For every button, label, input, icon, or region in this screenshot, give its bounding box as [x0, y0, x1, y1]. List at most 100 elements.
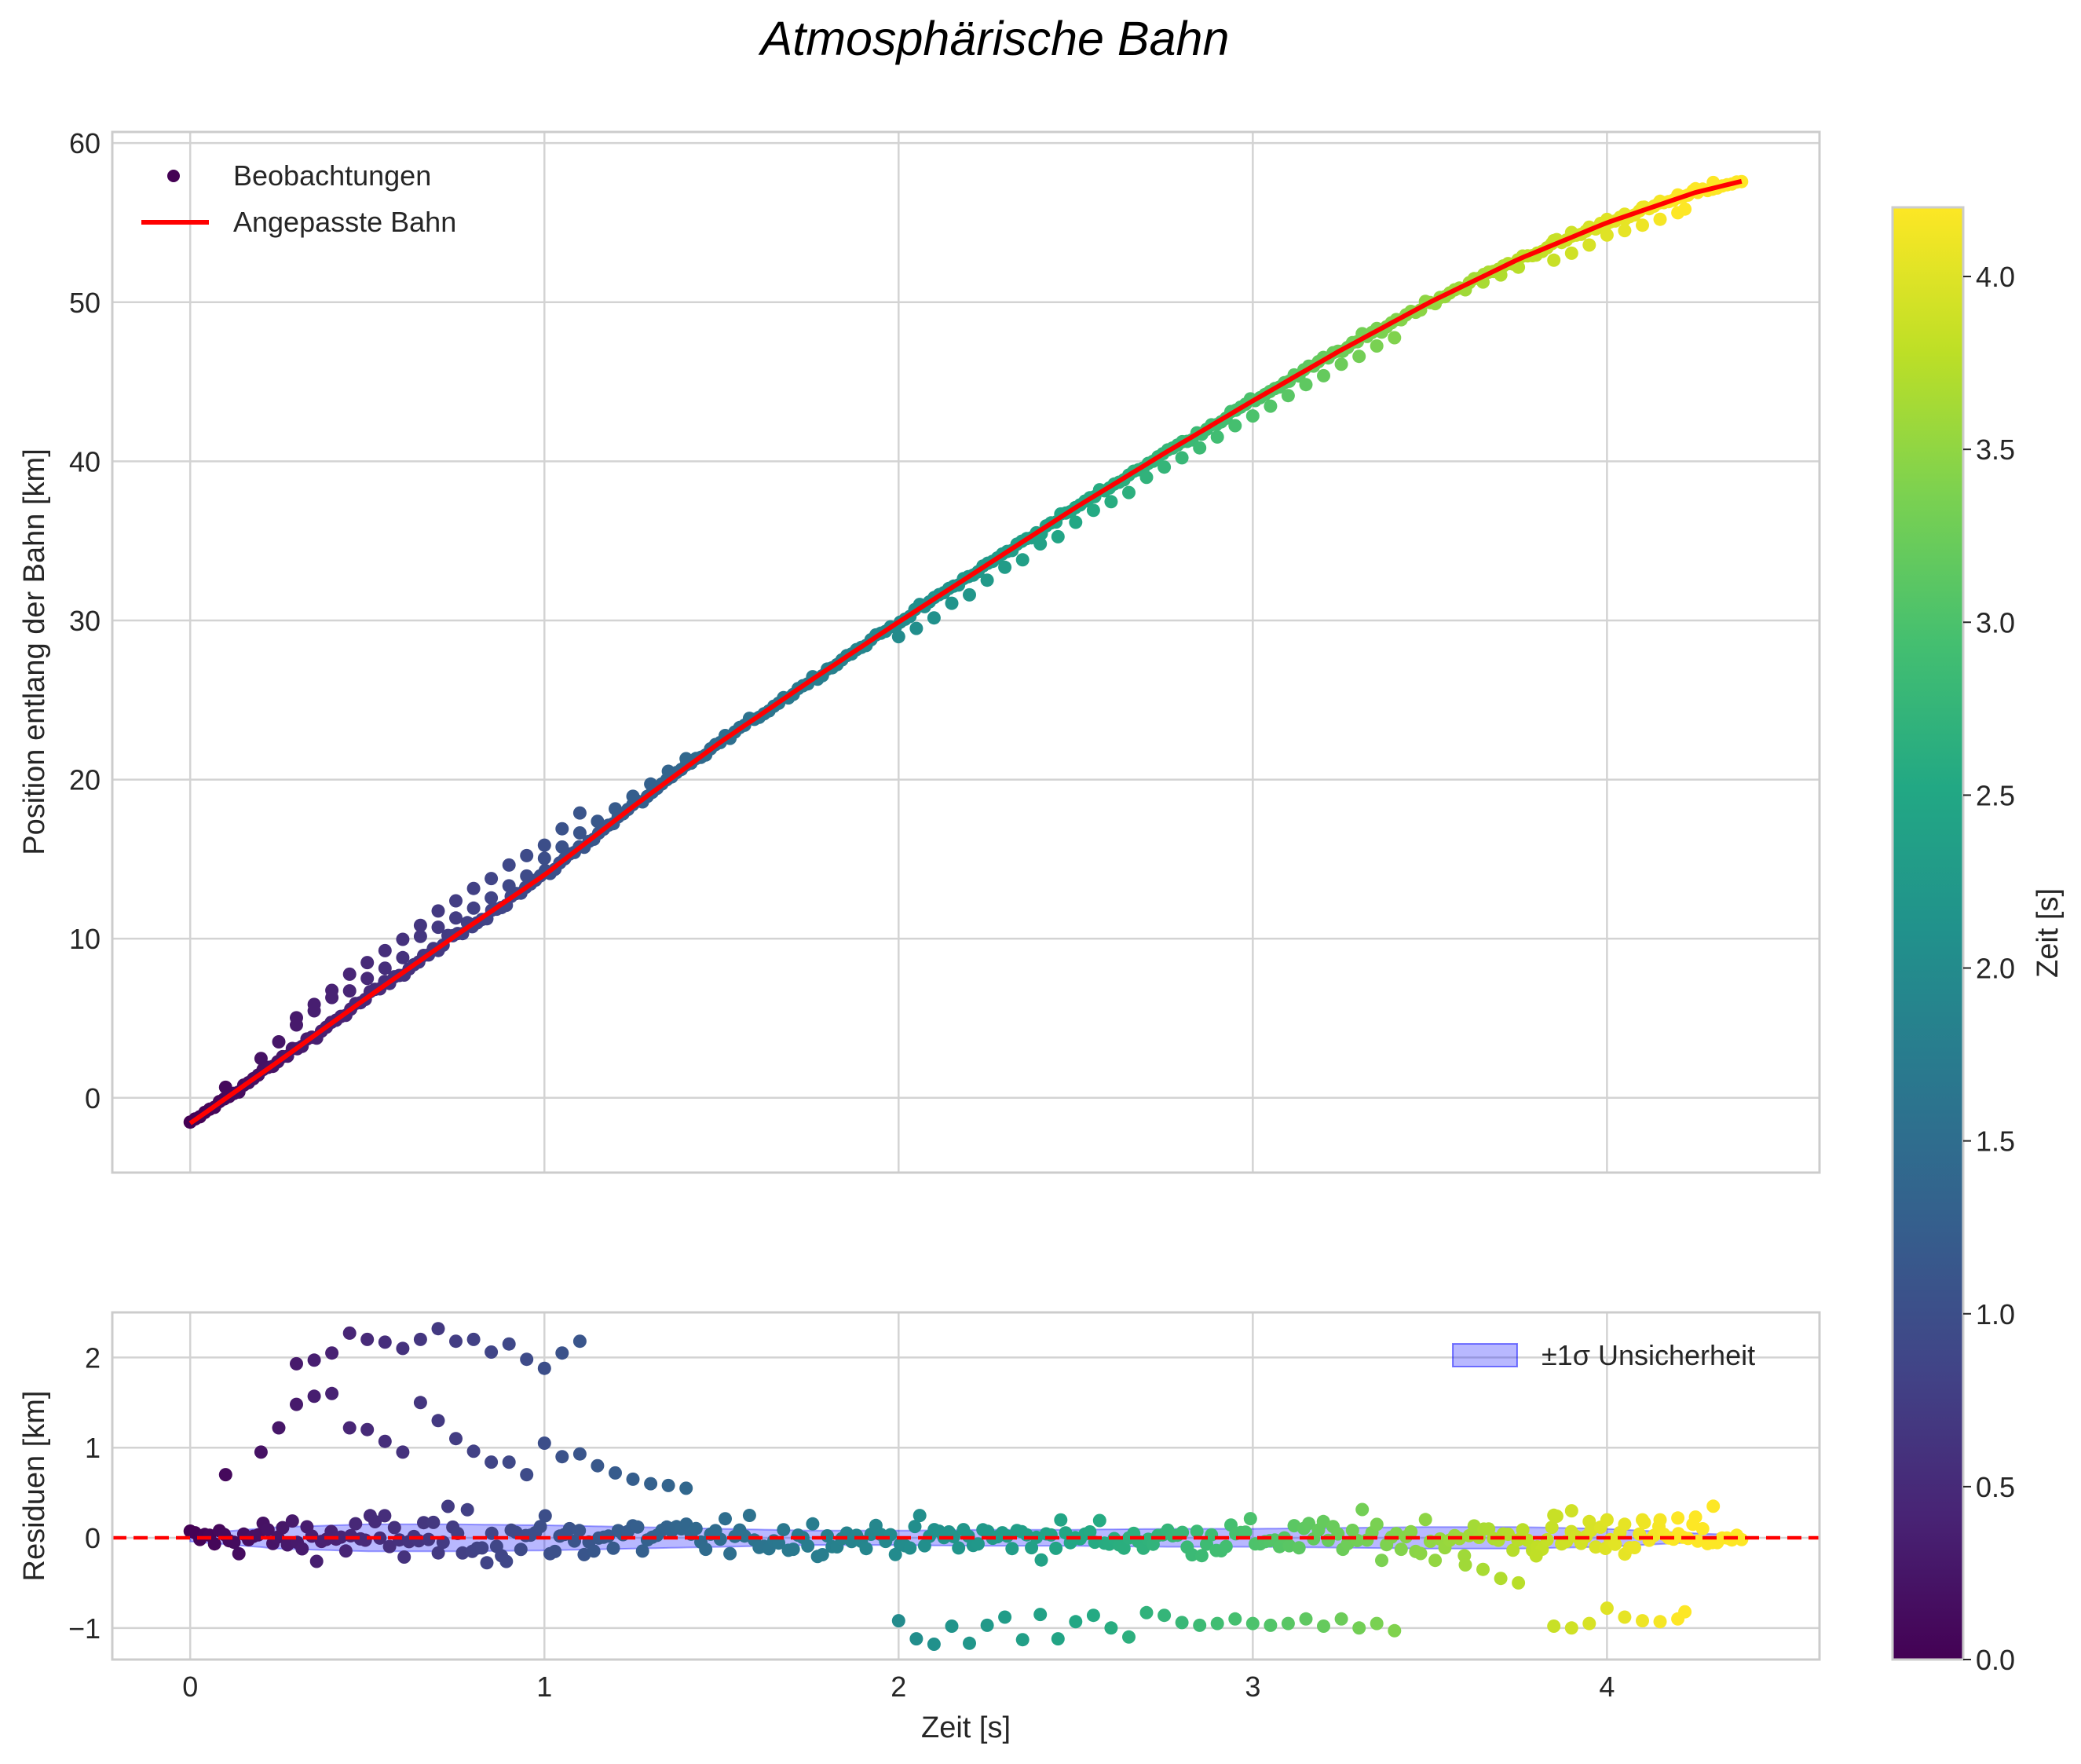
colorbar-tick-label: 0.5 [1976, 1471, 2015, 1503]
observation-point [1122, 485, 1136, 500]
observation-point [980, 573, 994, 587]
residual-point [891, 1614, 905, 1628]
residual-point [426, 1515, 441, 1529]
residual-point [1501, 1528, 1515, 1541]
observation-point [1317, 368, 1330, 382]
residual-point [723, 1546, 737, 1561]
top-ytick-label: 20 [69, 764, 101, 796]
observation-point [626, 789, 640, 803]
residual-point [1044, 1528, 1058, 1542]
residual-point [514, 1543, 528, 1557]
residual-point [1238, 1525, 1253, 1539]
residual-point [1370, 1616, 1384, 1630]
observation-point [378, 961, 392, 975]
residual-point [1540, 1533, 1554, 1546]
observation-point [325, 983, 339, 997]
residual-point [888, 1547, 902, 1561]
observation-point [378, 943, 392, 957]
residual-point [815, 1548, 829, 1561]
residual-point [254, 1445, 268, 1459]
residual-point [207, 1537, 221, 1551]
residual-point [903, 1541, 917, 1555]
residual-point [290, 1397, 303, 1411]
top-panel: 0 10 20 30 40 50 60 Position entlang der Bahn … [18, 127, 1821, 1174]
observation-point [1388, 331, 1402, 345]
residual-point [548, 1544, 562, 1558]
observation-point [502, 858, 516, 872]
observation-point [413, 918, 427, 932]
residual-point [360, 1332, 375, 1346]
residual-point [360, 1422, 375, 1436]
residual-point [1025, 1541, 1039, 1555]
observation-point [555, 822, 569, 836]
residual-point [1033, 1608, 1048, 1622]
observation-point [272, 1035, 286, 1049]
observation-point [1104, 495, 1118, 509]
residual-point [1334, 1612, 1348, 1626]
residual-point [1190, 1524, 1204, 1539]
residual-point [232, 1546, 246, 1561]
residual-point [397, 1550, 411, 1564]
residual-point [1564, 1621, 1578, 1635]
residual-point [1122, 1630, 1136, 1644]
bottom-plot-area [112, 1312, 1820, 1660]
observation-point [1033, 537, 1048, 551]
residual-point [1582, 1616, 1596, 1630]
residual-point [342, 1421, 357, 1435]
residual-point [378, 1509, 392, 1523]
observation-point [644, 777, 658, 791]
residual-point [1299, 1612, 1313, 1626]
observation-point [537, 838, 551, 852]
observation-point [520, 848, 534, 862]
observation-point [591, 814, 605, 829]
colorbar-gradient [1893, 207, 1963, 1660]
residual-point [742, 1509, 756, 1522]
residual-point [719, 1512, 732, 1526]
residual-point [537, 1436, 551, 1450]
observation-point [307, 997, 321, 1012]
observation-point [1582, 238, 1596, 252]
top-plot-area [112, 132, 1820, 1173]
observation-point [1228, 419, 1242, 433]
residual-point [413, 1396, 427, 1410]
residual-point [431, 1546, 445, 1560]
residual-point [218, 1468, 232, 1482]
observation-point [342, 967, 357, 981]
residual-point [349, 1517, 363, 1531]
observation-point [1512, 260, 1526, 274]
observation-point [609, 802, 622, 816]
observation-point [431, 920, 445, 935]
observation-point [1086, 503, 1100, 518]
bottom-ytick-label: −1 [68, 1612, 101, 1645]
residual-point [1015, 1633, 1030, 1647]
x-tick-label: 4 [1599, 1671, 1615, 1703]
observation-point [945, 596, 959, 610]
residual-point [387, 1521, 401, 1535]
observation-point [1193, 441, 1207, 455]
observation-point [396, 950, 410, 964]
bottom-frame [111, 1311, 1821, 1661]
observation-point [572, 826, 587, 840]
residual-point [1678, 1605, 1692, 1619]
bottom-ytick-label: 1 [85, 1432, 101, 1464]
residual-point [307, 1389, 321, 1404]
residual-point [502, 1455, 516, 1469]
x-tick-label: 1 [536, 1671, 552, 1703]
residual-point [520, 1468, 534, 1482]
observation-point [520, 869, 534, 883]
bottom-ytick-label: 2 [85, 1341, 101, 1374]
residual-point [963, 1636, 976, 1650]
observation-point [1653, 212, 1667, 226]
residual-point [772, 1536, 786, 1550]
residual-point [927, 1638, 941, 1651]
residual-point [1352, 1621, 1366, 1635]
legend-label-observations: Beobachtungen [233, 159, 431, 192]
residual-point [1317, 1619, 1330, 1633]
residual-point [537, 1361, 551, 1375]
residual-point [1264, 1618, 1278, 1632]
residual-point [909, 1632, 923, 1646]
observation-point [927, 611, 941, 625]
top-ytick-label: 0 [85, 1082, 101, 1114]
residual-point [1476, 1562, 1490, 1576]
